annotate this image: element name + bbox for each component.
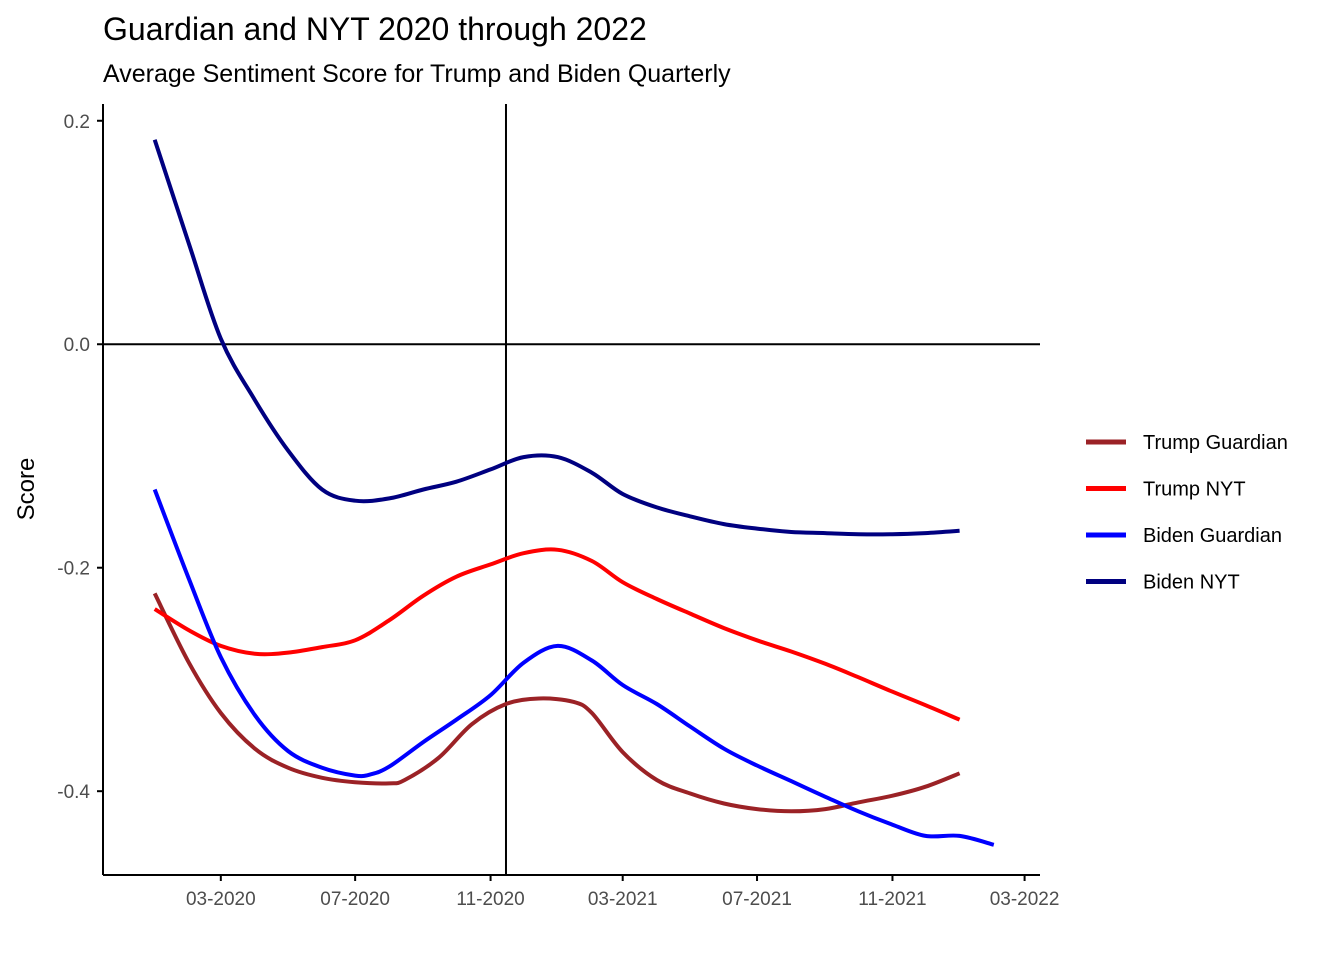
legend: Trump Guardian Trump NYT Biden Guardian Bid… [1086, 432, 1288, 594]
x-tick-label: 07-2021 [722, 889, 792, 910]
x-tick-label: 11-2020 [456, 889, 524, 910]
legend-label-biden-nyt: Biden NYT [1143, 572, 1240, 594]
series-line-biden-nyt [152, 139, 960, 537]
legend-label-trump-guardian: Trump Guardian [1143, 432, 1288, 454]
y-axis-label: Score [13, 458, 40, 521]
x-tick-label: 07-2020 [320, 889, 390, 910]
x-tick-label: 03-2022 [990, 889, 1060, 910]
legend-label-biden-guardian: Biden Guardian [1143, 525, 1282, 547]
plot-area: 0.2 0.0 -0.2 -0.4 03-2020 07-2020 11-2020 03-20… [57, 104, 1059, 910]
y-tick-label: 0.2 [64, 112, 90, 133]
series-line-trump-nyt [153, 547, 961, 722]
legend-label-trump-nyt: Trump NYT [1143, 479, 1246, 501]
chart-subtitle: Average Sentiment Score for Trump and Bi… [103, 60, 731, 88]
series-line-trump-guardian [152, 592, 961, 814]
chart-title: Guardian and NYT 2020 through 2022 [103, 11, 647, 47]
y-tick-label: 0.0 [64, 335, 90, 356]
x-tick-label: 11-2021 [858, 889, 926, 910]
series-line-biden-guardian [152, 488, 995, 847]
y-tick-label: -0.4 [57, 782, 90, 803]
y-tick-label: -0.2 [57, 559, 90, 580]
x-tick-label: 03-2021 [588, 889, 658, 910]
x-tick-label: 03-2020 [186, 889, 256, 910]
